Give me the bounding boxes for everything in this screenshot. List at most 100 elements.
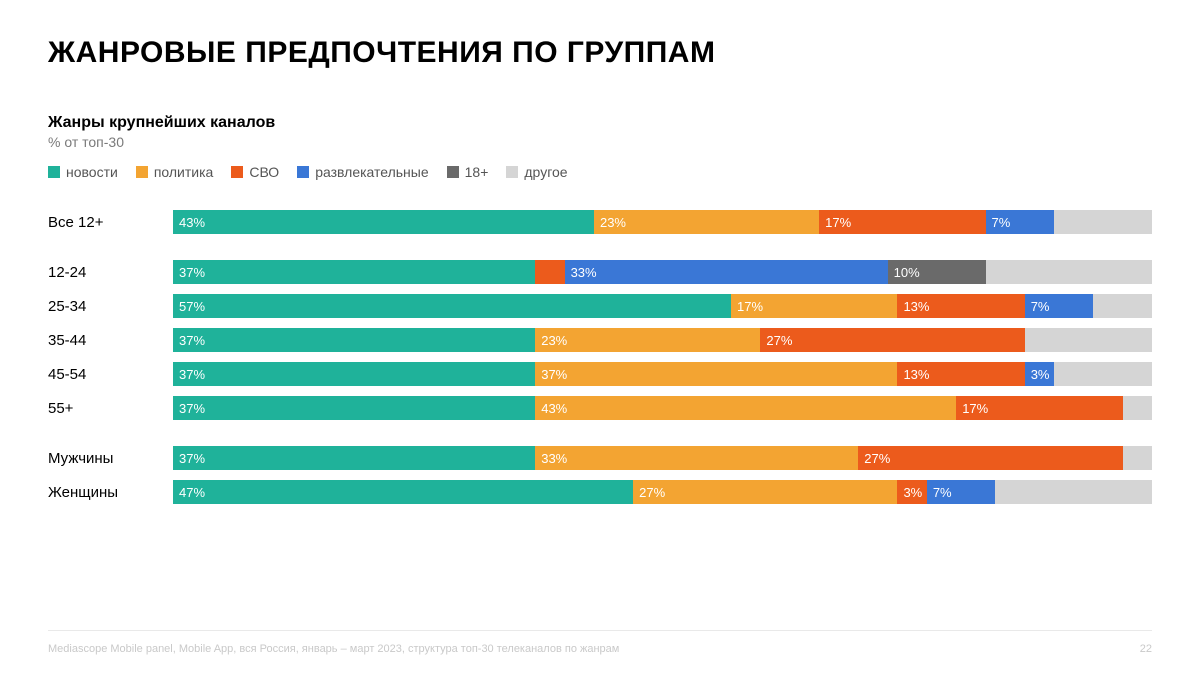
- legend-item: СВО: [231, 164, 279, 180]
- bar-segment: 37%: [173, 396, 535, 420]
- legend-swatch: [231, 166, 243, 178]
- segment-value: 27%: [639, 485, 665, 500]
- stacked-bar: 37%33%10%: [173, 260, 1152, 284]
- bar-segment: 10%: [888, 260, 986, 284]
- bar-row: 55+ 37% 43% 17%: [48, 396, 1152, 420]
- bar-segment: 57%: [173, 294, 731, 318]
- segment-value: 47%: [179, 485, 205, 500]
- legend-item: 18+: [447, 164, 489, 180]
- bar-segment: [1025, 328, 1152, 352]
- bar-segment: 23%: [594, 210, 819, 234]
- bar-segment: [1123, 396, 1152, 420]
- legend-swatch: [506, 166, 518, 178]
- stacked-bar: 57% 17% 13% 7%: [173, 294, 1152, 318]
- slide: ЖАНРОВЫЕ ПРЕДПОЧТЕНИЯ ПО ГРУППАМ Жанры к…: [0, 0, 1200, 675]
- bar-segment: 37%: [173, 328, 535, 352]
- bar-row: 25-34 57% 17% 13% 7%: [48, 294, 1152, 318]
- bar-segment: 3%: [897, 480, 926, 504]
- bar-row: 45-54 37% 37% 13% 3%: [48, 362, 1152, 386]
- row-label: 55+: [48, 400, 173, 417]
- bar-segment: 17%: [956, 396, 1122, 420]
- segment-value: 37%: [179, 451, 205, 466]
- bar-segment: 43%: [173, 210, 594, 234]
- bar-segment: 3%: [1025, 362, 1054, 386]
- segment-value: 23%: [600, 215, 626, 230]
- segment-value: 13%: [903, 299, 929, 314]
- row-label: 12-24: [48, 264, 173, 281]
- stacked-bar: 37% 37% 13% 3%: [173, 362, 1152, 386]
- legend-item: политика: [136, 164, 214, 180]
- legend-label: 18+: [465, 164, 489, 180]
- bar-segment: 37%: [173, 446, 535, 470]
- bar-segment: 47%: [173, 480, 633, 504]
- bar-segment: 13%: [897, 362, 1024, 386]
- legend-label: новости: [66, 164, 118, 180]
- segment-value: 17%: [737, 299, 763, 314]
- segment-value: 37%: [179, 401, 205, 416]
- legend-item: развлекательные: [297, 164, 428, 180]
- segment-value: 3%: [903, 485, 922, 500]
- bar-segment: 7%: [927, 480, 996, 504]
- legend-item: новости: [48, 164, 118, 180]
- row-label: Мужчины: [48, 450, 173, 467]
- bar-segment: [1054, 210, 1152, 234]
- stacked-bar: 37% 33% 27%: [173, 446, 1152, 470]
- footnote: Mediascope Mobile panel, Mobile App, вся…: [48, 643, 619, 655]
- bar-segment: [1093, 294, 1152, 318]
- segment-value: 37%: [179, 333, 205, 348]
- bar-segment: 7%: [1025, 294, 1094, 318]
- stacked-bar: 47% 27% 3% 7%: [173, 480, 1152, 504]
- stacked-bar: 37% 23% 27%: [173, 328, 1152, 352]
- segment-value: 43%: [541, 401, 567, 416]
- bar-segment: 27%: [633, 480, 897, 504]
- bar-segment: 17%: [731, 294, 897, 318]
- segment-value: 23%: [541, 333, 567, 348]
- bar-row: Все 12+43%23%17%7%: [48, 210, 1152, 234]
- bar-segment: 37%: [173, 260, 535, 284]
- segment-value: 27%: [864, 451, 890, 466]
- chart-subnote: % от топ-30: [48, 134, 1152, 150]
- legend-label: СВО: [249, 164, 279, 180]
- segment-value: 7%: [933, 485, 952, 500]
- row-label: 45-54: [48, 366, 173, 383]
- row-label: 25-34: [48, 298, 173, 315]
- segment-value: 57%: [179, 299, 205, 314]
- footer: Mediascope Mobile panel, Mobile App, вся…: [48, 630, 1152, 655]
- bar-segment: 17%: [819, 210, 985, 234]
- legend-label: другое: [524, 164, 567, 180]
- legend-swatch: [136, 166, 148, 178]
- row-label: Женщины: [48, 484, 173, 501]
- segment-value: 37%: [179, 265, 205, 280]
- legend-swatch: [48, 166, 60, 178]
- segment-value: 3%: [1031, 367, 1050, 382]
- segment-value: 7%: [992, 215, 1011, 230]
- legend-label: политика: [154, 164, 214, 180]
- row-label: 35-44: [48, 332, 173, 349]
- legend-item: другое: [506, 164, 567, 180]
- page-title: ЖАНРОВЫЕ ПРЕДПОЧТЕНИЯ ПО ГРУППАМ: [48, 36, 1152, 70]
- bar-group: Мужчины 37% 33% 27% Женщины 47% 27% 3% 7%: [48, 446, 1152, 504]
- segment-value: 10%: [894, 265, 920, 280]
- bar-segment: [1123, 446, 1152, 470]
- segment-value: 27%: [766, 333, 792, 348]
- bar-segment: 27%: [858, 446, 1122, 470]
- bar-group: Все 12+43%23%17%7%: [48, 210, 1152, 234]
- bar-segment: 43%: [535, 396, 956, 420]
- bar-segment: 27%: [760, 328, 1024, 352]
- segment-value: 13%: [903, 367, 929, 382]
- stacked-bar: 37% 43% 17%: [173, 396, 1152, 420]
- segment-value: 17%: [825, 215, 851, 230]
- bar-row: 35-44 37% 23% 27%: [48, 328, 1152, 352]
- stacked-bar-chart: Все 12+43%23%17%7%12-2437%33%10%25-3457%…: [48, 210, 1152, 504]
- legend-swatch: [447, 166, 459, 178]
- segment-value: 43%: [179, 215, 205, 230]
- bar-segment: 37%: [173, 362, 535, 386]
- bar-segment: 33%: [535, 446, 858, 470]
- subtitle-block: Жанры крупнейших каналов % от топ-30: [48, 114, 1152, 150]
- segment-value: 37%: [179, 367, 205, 382]
- bar-group: 12-2437%33%10%25-34 57% 17% 13% 7% 35-44 37% 23…: [48, 260, 1152, 420]
- bar-segment: [995, 480, 1152, 504]
- legend: новости политика СВО развлекательные 18+ друг…: [48, 164, 1152, 180]
- bar-segment: 37%: [535, 362, 897, 386]
- page-number: 22: [1140, 643, 1152, 655]
